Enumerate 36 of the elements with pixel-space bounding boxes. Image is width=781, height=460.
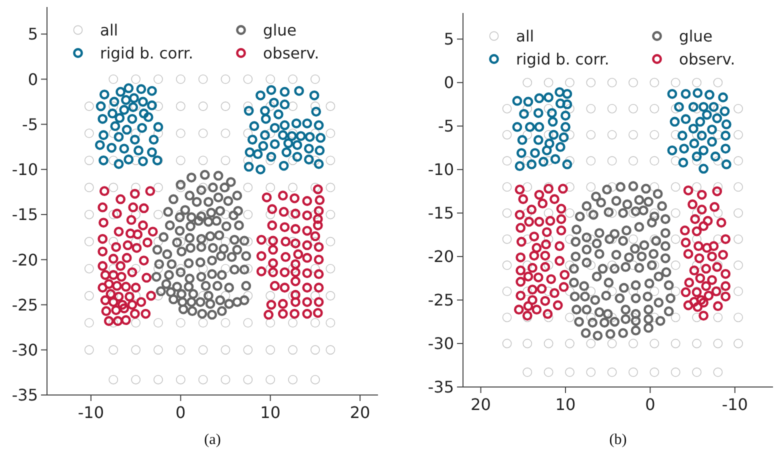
y-tick-label: -15 [428,204,454,223]
y-tick-label: 0 [28,70,38,89]
legend-label: rigid b. corr. [516,50,610,68]
y-tick-label: -30 [12,340,38,360]
y-tick-label: -20 [428,247,454,266]
y-tick-label: -5 [22,114,38,134]
x-tick-label: 20 [470,395,491,414]
y-tick-label: -30 [428,334,454,354]
y-tick-label: 0 [444,73,454,92]
y-tick-label: -35 [428,378,454,397]
x-tick-label: -10 [78,403,104,422]
y-tick-label: -10 [12,160,38,180]
x-tick-label: 0 [645,395,656,414]
y-tick-label: -20 [12,250,38,270]
text: (a) [204,432,221,448]
y-tick-label: -5 [438,116,454,136]
y-tick-label: -10 [428,160,454,180]
y-tick-label: 5 [28,24,38,44]
legend-label: glue [263,21,297,40]
text: (b) [609,432,627,448]
x-tick-label: 20 [350,403,370,422]
legend-label: rigid b. corr. [100,44,194,62]
legend-label: all [100,21,118,40]
y-tick-label: -35 [12,386,38,405]
legend-label: observ. [263,44,320,62]
y-tick-label: -15 [12,205,38,224]
y-tick-label: -25 [428,290,454,310]
x-tick-label: 0 [176,403,186,422]
legend-label: all [516,27,534,46]
legend-label: observ. [679,50,736,68]
legend-label: glue [679,27,713,46]
x-tick-label: 10 [260,403,281,422]
x-tick-label: 10 [555,395,576,414]
y-tick-label: 5 [444,30,454,49]
x-tick-label: -10 [722,395,748,414]
y-tick-label: -25 [12,295,38,314]
